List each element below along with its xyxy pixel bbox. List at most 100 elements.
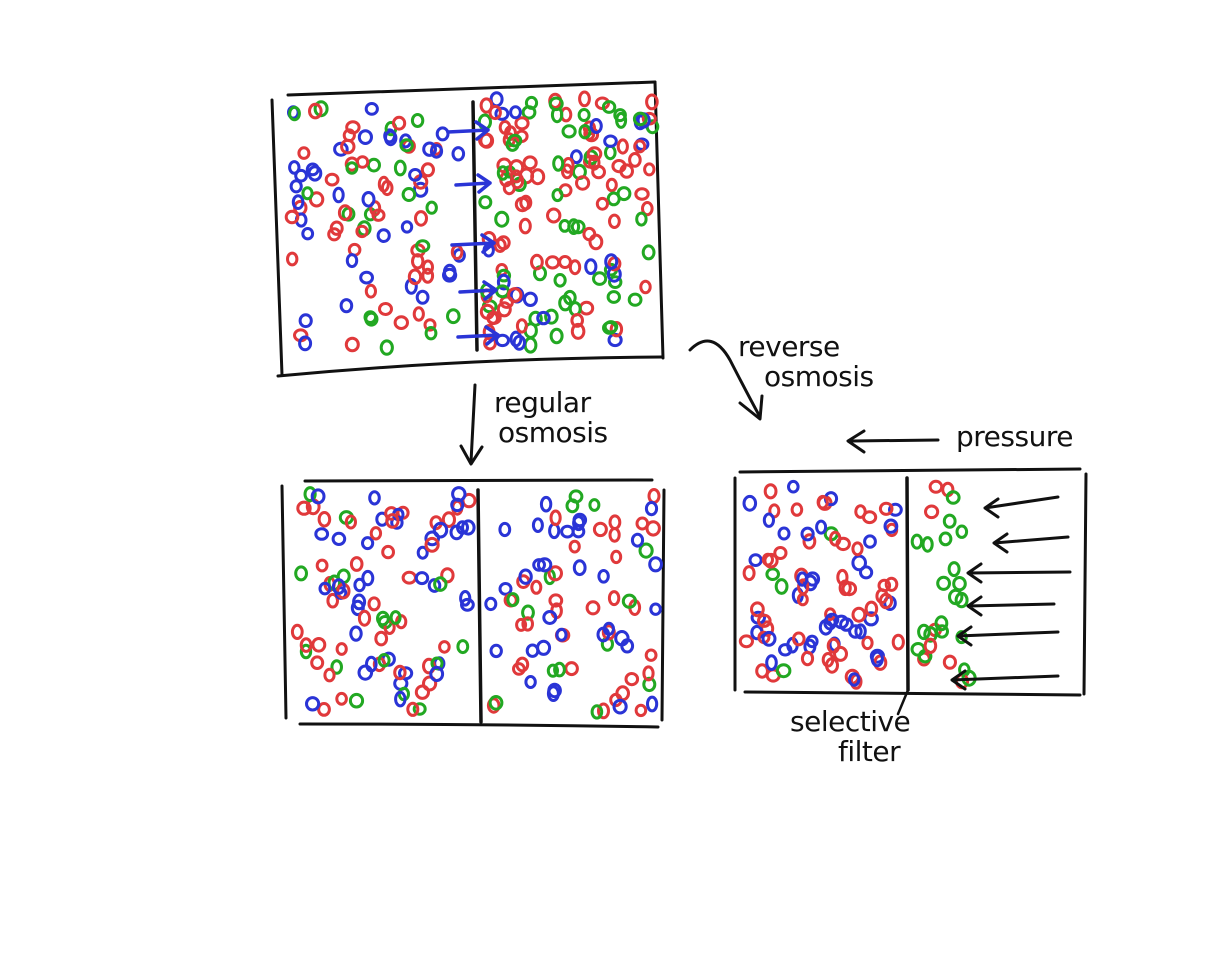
particle <box>588 233 604 251</box>
particle <box>376 610 390 627</box>
particle <box>565 498 580 514</box>
particle <box>792 631 806 647</box>
particle <box>530 168 546 186</box>
particle <box>578 300 595 316</box>
particle <box>614 630 630 647</box>
particle <box>568 259 582 276</box>
particle <box>531 517 544 534</box>
particle <box>532 558 546 572</box>
particles-initial <box>284 90 660 356</box>
particle <box>374 630 389 647</box>
particle <box>605 177 618 193</box>
particle <box>560 524 575 539</box>
particle <box>496 273 511 291</box>
label-regular-line1: regular <box>494 386 591 419</box>
particle <box>548 593 564 608</box>
particle <box>344 336 360 353</box>
particle <box>294 565 309 582</box>
particle <box>412 702 427 716</box>
particle <box>478 195 493 210</box>
particle <box>415 289 430 305</box>
label-pressure: pressure <box>956 422 1073 452</box>
particle <box>836 568 849 586</box>
particle <box>797 578 810 596</box>
pressure-arrow-icon <box>983 495 1060 519</box>
particle <box>561 124 577 139</box>
particle <box>596 626 611 643</box>
particle <box>571 524 586 539</box>
particle <box>539 495 553 513</box>
particle <box>421 267 435 284</box>
particle <box>332 186 345 204</box>
particle <box>335 691 348 706</box>
particle <box>352 593 367 611</box>
particle <box>460 597 475 612</box>
particle <box>854 623 867 640</box>
particle <box>616 138 629 155</box>
particle <box>884 576 899 592</box>
particle <box>561 163 574 180</box>
particle <box>610 549 623 565</box>
particle <box>378 302 393 316</box>
particle <box>775 663 792 679</box>
particle <box>399 138 414 153</box>
particle <box>558 219 571 233</box>
particle <box>762 512 776 528</box>
selective-filter-pointer <box>896 688 910 716</box>
particle <box>496 268 512 283</box>
particle <box>424 536 440 553</box>
particle <box>634 703 648 718</box>
particle <box>572 515 586 532</box>
particle <box>422 657 436 675</box>
particle <box>639 279 652 295</box>
particle <box>301 227 315 241</box>
particle <box>955 524 969 539</box>
particle <box>461 519 476 536</box>
particle <box>644 648 658 662</box>
particle <box>284 209 300 225</box>
label-reverse-osmosis: reverse osmosis <box>738 332 874 392</box>
particle <box>646 695 659 713</box>
particle <box>512 334 526 351</box>
particle <box>344 156 360 172</box>
particle <box>635 516 650 531</box>
particle <box>389 610 402 625</box>
particle <box>361 191 376 208</box>
particle <box>800 526 815 542</box>
particle <box>553 273 567 288</box>
particle <box>361 569 375 587</box>
particle <box>498 521 512 538</box>
particle <box>606 191 621 207</box>
particle <box>800 650 815 667</box>
particle <box>548 522 561 540</box>
particle <box>835 536 851 552</box>
particle <box>632 111 648 127</box>
particle <box>947 561 961 578</box>
particle <box>627 292 643 307</box>
particle <box>592 271 608 286</box>
particle <box>401 570 417 585</box>
particle <box>305 696 321 712</box>
particle <box>416 545 429 560</box>
particle <box>558 255 572 269</box>
particle <box>317 511 332 528</box>
particle <box>393 664 407 681</box>
particle <box>870 650 884 668</box>
particle <box>546 207 562 224</box>
particle <box>612 698 628 715</box>
particle <box>410 113 425 128</box>
particle <box>515 318 528 334</box>
flow-arrow-icon <box>454 173 492 194</box>
particle <box>590 704 604 720</box>
particle <box>597 702 610 720</box>
particle <box>859 565 874 580</box>
particle <box>494 106 510 121</box>
particle <box>456 639 470 655</box>
particle <box>645 93 659 111</box>
particle <box>934 615 949 632</box>
particle <box>331 578 346 595</box>
pressure-arrow-icon <box>966 595 1056 617</box>
particle <box>888 502 903 517</box>
particle <box>384 129 398 147</box>
